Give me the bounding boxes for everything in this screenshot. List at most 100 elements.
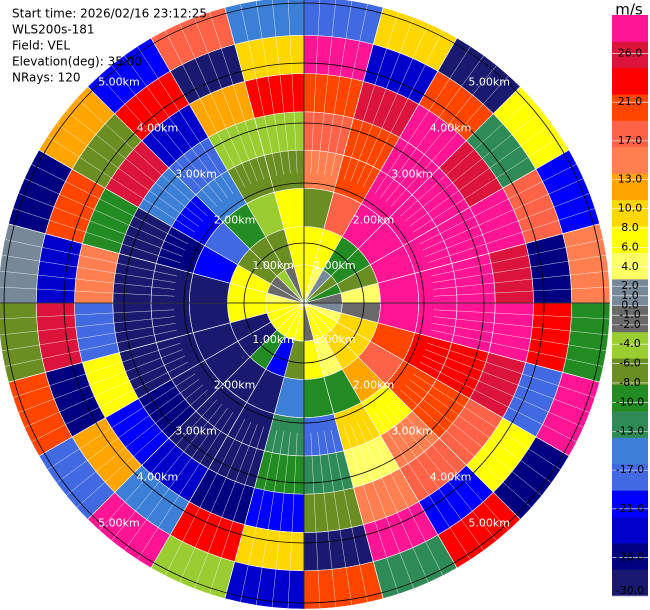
ray-line	[343, 11, 399, 180]
ray-line	[99, 75, 218, 207]
ray-line	[194, 17, 258, 182]
ray-line	[317, 432, 337, 608]
ray-line	[356, 421, 429, 583]
range-ring-label: 5.00km	[98, 75, 140, 88]
ray-line	[427, 208, 596, 264]
ray-line	[255, 0, 284, 175]
ray-line	[47, 373, 196, 470]
ray-line	[1, 323, 176, 352]
ray-line	[38, 149, 192, 239]
colorbar-band	[612, 411, 648, 438]
overlay: 1.00km 1.00km 1.00km 1.00km 2.00km 2.00km 2.00…	[0, 0, 610, 609]
colorbar-tick-label: 13.0	[618, 173, 643, 186]
ray-line	[324, 431, 353, 606]
ray-line	[76, 98, 208, 217]
header-line: Field: VEL	[12, 39, 70, 53]
range-ring-label: 5.00km	[98, 517, 140, 530]
ray-line	[409, 122, 552, 227]
ray-line	[8, 223, 179, 270]
ray-line	[209, 426, 265, 595]
ray-line	[380, 55, 485, 198]
ray-line	[412, 136, 561, 233]
ray-line	[179, 421, 252, 583]
range-ring-label: 5.00km	[468, 517, 510, 530]
range-ring	[183, 182, 425, 424]
ray-line	[422, 355, 584, 428]
colorbar-tick-label: 8.0	[621, 221, 639, 234]
ray-line	[271, 432, 291, 608]
ray-line	[271, 0, 291, 174]
ray-line	[416, 149, 570, 239]
colorbar-tick-label: -6.0	[619, 357, 640, 370]
ray-line	[150, 37, 240, 191]
ray-line	[404, 110, 542, 222]
velocity-cell	[224, 0, 305, 45]
range-ring	[63, 62, 545, 544]
ray-line	[24, 178, 186, 251]
range-ring	[3, 2, 605, 604]
ray-line	[362, 30, 444, 188]
ray-line	[287, 0, 298, 174]
ray-line	[137, 46, 234, 195]
colorbar-band	[612, 384, 648, 412]
ray-line	[194, 424, 258, 589]
ray-line	[0, 270, 175, 290]
colorbar-tick-label: -21.0	[616, 502, 644, 515]
ray-line	[287, 432, 298, 609]
ray-line	[374, 46, 471, 195]
ray-line	[350, 424, 414, 589]
velocity-cell	[0, 302, 46, 383]
colorbar-tick-label: -2.0	[619, 318, 640, 331]
ray-line	[24, 355, 186, 428]
ray-line	[31, 163, 189, 245]
colorbar-band	[612, 41, 648, 69]
colorbar-tick-label: -26.0	[616, 550, 644, 563]
colorbar-band	[612, 279, 648, 306]
ray-line	[429, 336, 600, 383]
range-ring-label: 3.00km	[175, 425, 217, 438]
ray-line	[427, 342, 596, 398]
header-line: Start time: 2026/02/16 23:12:25	[12, 7, 207, 21]
ray-line	[400, 98, 532, 217]
colorbar-tick-label: -30.0	[616, 584, 644, 597]
colorbar-band	[612, 173, 648, 201]
ray-line	[18, 349, 183, 413]
range-ring-label: 1.00km	[252, 333, 294, 346]
colorbar-band	[612, 226, 648, 253]
ray-line	[179, 23, 252, 185]
ray-line	[38, 367, 192, 457]
ray-line	[209, 11, 265, 180]
ray-line	[416, 367, 570, 457]
ray-line	[137, 411, 234, 560]
ray-line	[400, 389, 532, 508]
ray-line	[343, 426, 399, 595]
colorbar-tick-label: 0.0	[621, 299, 639, 312]
ray-line	[224, 428, 271, 599]
ray-line	[432, 254, 607, 283]
range-ring-label: 4.00km	[430, 121, 472, 134]
ray-line	[240, 430, 278, 603]
colorbar-band	[612, 331, 648, 359]
ray-line	[111, 403, 223, 541]
ray-line	[164, 418, 246, 576]
header-line: WLS200s-181	[12, 23, 95, 37]
ray-line	[4, 239, 177, 277]
ray-line	[76, 389, 208, 508]
ray-line	[12, 342, 181, 398]
ray-line	[164, 30, 246, 188]
velocity-cell	[74, 243, 120, 304]
ray-line	[31, 361, 189, 443]
range-ring-label: 2.00km	[214, 213, 256, 226]
colorbar-band	[612, 543, 648, 570]
ray-line	[8, 336, 179, 383]
velocity-cell	[303, 73, 364, 119]
colorbar-band	[612, 463, 648, 491]
colorbar-tick-label: 6.0	[621, 240, 639, 253]
ray-line	[433, 270, 609, 290]
colorbar-tick-label: -8.0	[619, 376, 640, 389]
colorbar-band	[612, 199, 648, 227]
colorbar-tick-label: -10.0	[616, 395, 644, 408]
velocity-cell	[488, 302, 534, 363]
ray-line	[224, 7, 271, 178]
colorbar-band	[612, 67, 648, 95]
